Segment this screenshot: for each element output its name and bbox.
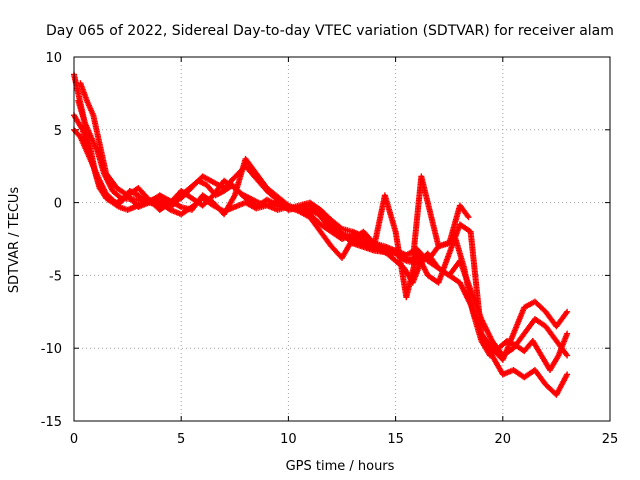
data-point bbox=[564, 352, 571, 359]
y-tick-label: 5 bbox=[54, 124, 62, 139]
y-tick-label: 0 bbox=[54, 197, 62, 212]
y-tick-label: -15 bbox=[41, 415, 62, 430]
x-tick-label: 0 bbox=[70, 432, 78, 447]
series-track-e bbox=[75, 97, 472, 264]
data-points bbox=[71, 71, 571, 398]
data-point bbox=[564, 371, 571, 378]
plot-frame bbox=[73, 56, 611, 422]
series-track-b bbox=[71, 126, 571, 398]
trail-marker bbox=[116, 194, 123, 201]
x-axis-label: GPS time / hours bbox=[286, 459, 395, 474]
y-axis-label: SDTVAR / TECUs bbox=[7, 187, 22, 294]
x-tick-label: 10 bbox=[280, 432, 297, 447]
y-tick-labels: 10 5 0 -5 -10 -15 bbox=[41, 51, 62, 430]
x-tick-label: 25 bbox=[602, 432, 619, 447]
data-point bbox=[564, 308, 571, 315]
x-tick-label: 5 bbox=[177, 432, 185, 447]
chart-title: Day 065 of 2022, Sidereal Day-to-day VTE… bbox=[46, 23, 614, 39]
y-tick-label: 10 bbox=[45, 51, 62, 66]
y-tick-label: -10 bbox=[41, 342, 62, 357]
x-tick-label: 20 bbox=[495, 432, 512, 447]
data-point bbox=[564, 330, 571, 337]
trail-marker bbox=[464, 212, 471, 219]
series-track-d bbox=[77, 80, 571, 363]
y-tick-label: -5 bbox=[49, 269, 62, 284]
x-tick-labels: 0 5 10 15 20 25 bbox=[70, 432, 618, 447]
x-tick-label: 15 bbox=[387, 432, 404, 447]
data-point bbox=[465, 214, 472, 221]
